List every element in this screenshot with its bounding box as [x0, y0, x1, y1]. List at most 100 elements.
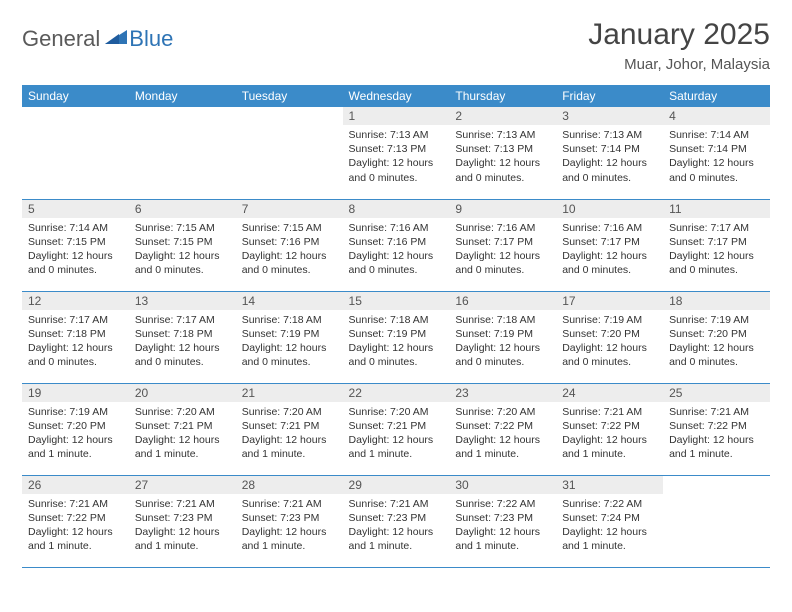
day-header: Friday — [556, 85, 663, 107]
day-content: Sunrise: 7:16 AMSunset: 7:16 PMDaylight:… — [343, 218, 450, 282]
calendar-cell: 16Sunrise: 7:18 AMSunset: 7:19 PMDayligh… — [449, 291, 556, 383]
calendar-cell: 15Sunrise: 7:18 AMSunset: 7:19 PMDayligh… — [343, 291, 450, 383]
day-content: Sunrise: 7:16 AMSunset: 7:17 PMDaylight:… — [449, 218, 556, 282]
day-number: 28 — [236, 476, 343, 494]
calendar-cell: 9Sunrise: 7:16 AMSunset: 7:17 PMDaylight… — [449, 199, 556, 291]
day-content: Sunrise: 7:17 AMSunset: 7:18 PMDaylight:… — [129, 310, 236, 374]
day-header: Monday — [129, 85, 236, 107]
calendar-cell: 22Sunrise: 7:20 AMSunset: 7:21 PMDayligh… — [343, 383, 450, 475]
calendar-cell: 1Sunrise: 7:13 AMSunset: 7:13 PMDaylight… — [343, 107, 450, 199]
calendar-week-row: 5Sunrise: 7:14 AMSunset: 7:15 PMDaylight… — [22, 199, 770, 291]
calendar-cell: 25Sunrise: 7:21 AMSunset: 7:22 PMDayligh… — [663, 383, 770, 475]
calendar-cell: 18Sunrise: 7:19 AMSunset: 7:20 PMDayligh… — [663, 291, 770, 383]
calendar-cell: 23Sunrise: 7:20 AMSunset: 7:22 PMDayligh… — [449, 383, 556, 475]
calendar-cell: 24Sunrise: 7:21 AMSunset: 7:22 PMDayligh… — [556, 383, 663, 475]
day-content: Sunrise: 7:14 AMSunset: 7:14 PMDaylight:… — [663, 125, 770, 189]
day-content: Sunrise: 7:19 AMSunset: 7:20 PMDaylight:… — [663, 310, 770, 374]
day-content: Sunrise: 7:16 AMSunset: 7:17 PMDaylight:… — [556, 218, 663, 282]
day-number: 8 — [343, 200, 450, 218]
day-number: 18 — [663, 292, 770, 310]
day-number: 22 — [343, 384, 450, 402]
day-content: Sunrise: 7:13 AMSunset: 7:14 PMDaylight:… — [556, 125, 663, 189]
brand-part1: General — [22, 26, 100, 52]
calendar-cell: 4Sunrise: 7:14 AMSunset: 7:14 PMDaylight… — [663, 107, 770, 199]
day-number: 14 — [236, 292, 343, 310]
day-content: Sunrise: 7:19 AMSunset: 7:20 PMDaylight:… — [22, 402, 129, 466]
calendar-cell: 26Sunrise: 7:21 AMSunset: 7:22 PMDayligh… — [22, 475, 129, 567]
calendar-cell — [663, 475, 770, 567]
day-content: Sunrise: 7:15 AMSunset: 7:16 PMDaylight:… — [236, 218, 343, 282]
day-number: 17 — [556, 292, 663, 310]
calendar-week-row: 1Sunrise: 7:13 AMSunset: 7:13 PMDaylight… — [22, 107, 770, 199]
calendar-cell: 2Sunrise: 7:13 AMSunset: 7:13 PMDaylight… — [449, 107, 556, 199]
day-content: Sunrise: 7:13 AMSunset: 7:13 PMDaylight:… — [343, 125, 450, 189]
day-header: Tuesday — [236, 85, 343, 107]
calendar-cell: 3Sunrise: 7:13 AMSunset: 7:14 PMDaylight… — [556, 107, 663, 199]
day-content: Sunrise: 7:20 AMSunset: 7:21 PMDaylight:… — [129, 402, 236, 466]
day-number: 11 — [663, 200, 770, 218]
day-header: Sunday — [22, 85, 129, 107]
day-number: 16 — [449, 292, 556, 310]
day-number: 29 — [343, 476, 450, 494]
day-number: 30 — [449, 476, 556, 494]
day-number: 21 — [236, 384, 343, 402]
calendar-cell — [129, 107, 236, 199]
day-content: Sunrise: 7:19 AMSunset: 7:20 PMDaylight:… — [556, 310, 663, 374]
day-number: 1 — [343, 107, 450, 125]
day-content: Sunrise: 7:17 AMSunset: 7:17 PMDaylight:… — [663, 218, 770, 282]
day-number: 26 — [22, 476, 129, 494]
location-text: Muar, Johor, Malaysia — [588, 56, 770, 73]
day-content: Sunrise: 7:20 AMSunset: 7:21 PMDaylight:… — [236, 402, 343, 466]
day-content: Sunrise: 7:18 AMSunset: 7:19 PMDaylight:… — [449, 310, 556, 374]
day-number: 27 — [129, 476, 236, 494]
day-content: Sunrise: 7:22 AMSunset: 7:23 PMDaylight:… — [449, 494, 556, 558]
calendar-cell: 28Sunrise: 7:21 AMSunset: 7:23 PMDayligh… — [236, 475, 343, 567]
day-number: 4 — [663, 107, 770, 125]
calendar-cell: 30Sunrise: 7:22 AMSunset: 7:23 PMDayligh… — [449, 475, 556, 567]
calendar-cell: 5Sunrise: 7:14 AMSunset: 7:15 PMDaylight… — [22, 199, 129, 291]
day-number: 23 — [449, 384, 556, 402]
day-content: Sunrise: 7:18 AMSunset: 7:19 PMDaylight:… — [343, 310, 450, 374]
day-header: Wednesday — [343, 85, 450, 107]
day-number: 15 — [343, 292, 450, 310]
header: General Blue January 2025 Muar, Johor, M… — [22, 18, 770, 73]
calendar-cell: 27Sunrise: 7:21 AMSunset: 7:23 PMDayligh… — [129, 475, 236, 567]
calendar-header-row: SundayMondayTuesdayWednesdayThursdayFrid… — [22, 85, 770, 107]
day-content: Sunrise: 7:21 AMSunset: 7:22 PMDaylight:… — [22, 494, 129, 558]
calendar-week-row: 12Sunrise: 7:17 AMSunset: 7:18 PMDayligh… — [22, 291, 770, 383]
calendar-cell: 10Sunrise: 7:16 AMSunset: 7:17 PMDayligh… — [556, 199, 663, 291]
title-block: January 2025 Muar, Johor, Malaysia — [588, 18, 770, 73]
day-header: Thursday — [449, 85, 556, 107]
calendar-cell: 13Sunrise: 7:17 AMSunset: 7:18 PMDayligh… — [129, 291, 236, 383]
calendar-week-row: 19Sunrise: 7:19 AMSunset: 7:20 PMDayligh… — [22, 383, 770, 475]
day-number: 24 — [556, 384, 663, 402]
day-number: 2 — [449, 107, 556, 125]
calendar-week-row: 26Sunrise: 7:21 AMSunset: 7:22 PMDayligh… — [22, 475, 770, 567]
day-content: Sunrise: 7:22 AMSunset: 7:24 PMDaylight:… — [556, 494, 663, 558]
day-content: Sunrise: 7:20 AMSunset: 7:21 PMDaylight:… — [343, 402, 450, 466]
day-number: 31 — [556, 476, 663, 494]
day-number: 6 — [129, 200, 236, 218]
day-header: Saturday — [663, 85, 770, 107]
brand-part2: Blue — [129, 26, 173, 52]
calendar-cell: 11Sunrise: 7:17 AMSunset: 7:17 PMDayligh… — [663, 199, 770, 291]
calendar-cell: 31Sunrise: 7:22 AMSunset: 7:24 PMDayligh… — [556, 475, 663, 567]
calendar-cell: 17Sunrise: 7:19 AMSunset: 7:20 PMDayligh… — [556, 291, 663, 383]
calendar-cell — [236, 107, 343, 199]
day-content: Sunrise: 7:21 AMSunset: 7:23 PMDaylight:… — [129, 494, 236, 558]
day-number: 9 — [449, 200, 556, 218]
day-number: 10 — [556, 200, 663, 218]
calendar-cell: 12Sunrise: 7:17 AMSunset: 7:18 PMDayligh… — [22, 291, 129, 383]
day-number: 20 — [129, 384, 236, 402]
day-content: Sunrise: 7:20 AMSunset: 7:22 PMDaylight:… — [449, 402, 556, 466]
calendar-cell: 29Sunrise: 7:21 AMSunset: 7:23 PMDayligh… — [343, 475, 450, 567]
day-number: 5 — [22, 200, 129, 218]
calendar-body: 1Sunrise: 7:13 AMSunset: 7:13 PMDaylight… — [22, 107, 770, 567]
day-content: Sunrise: 7:14 AMSunset: 7:15 PMDaylight:… — [22, 218, 129, 282]
brand-triangle-icon — [105, 28, 127, 49]
day-content: Sunrise: 7:18 AMSunset: 7:19 PMDaylight:… — [236, 310, 343, 374]
day-content: Sunrise: 7:13 AMSunset: 7:13 PMDaylight:… — [449, 125, 556, 189]
day-number: 12 — [22, 292, 129, 310]
day-content: Sunrise: 7:21 AMSunset: 7:22 PMDaylight:… — [663, 402, 770, 466]
calendar-table: SundayMondayTuesdayWednesdayThursdayFrid… — [22, 85, 770, 568]
